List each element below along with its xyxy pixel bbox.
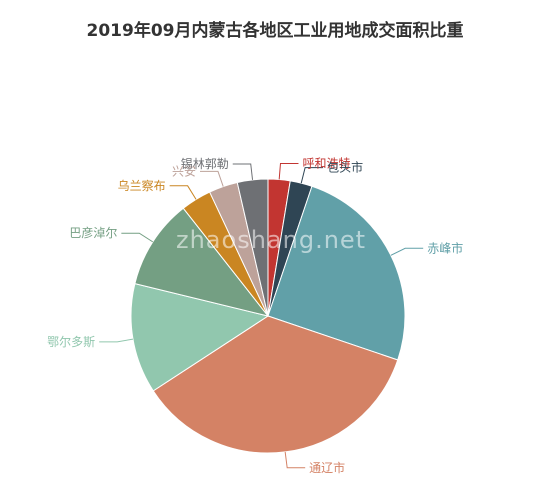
leader-line-slice-4 — [284, 451, 306, 469]
label-slice-2: 包头市 — [327, 160, 363, 175]
leader-line-slice-8 — [199, 170, 224, 187]
watermark: zhaoshang.net — [176, 226, 367, 254]
pie-slice-3[interactable] — [267, 185, 406, 361]
label-slice-5: 鄂尔多斯 — [47, 334, 95, 349]
label-slice-9: 锡林郭勒 — [181, 156, 229, 171]
label-slice-6: 巴彦淖尔 — [69, 225, 117, 240]
leader-line-slice-6 — [121, 232, 154, 243]
leader-line-slice-7 — [169, 185, 197, 200]
pie-slice-4[interactable] — [152, 315, 399, 454]
chart-title: 2019年09月内蒙古各地区工业用地成交面积比重 — [86, 21, 464, 41]
label-slice-7: 乌兰察布 — [118, 178, 166, 193]
label-slice-1: 呼和浩特 — [302, 156, 350, 171]
label-leader-lines — [99, 163, 424, 469]
label-slice-4: 通辽市 — [309, 460, 345, 475]
label-slice-3: 赤峰市 — [427, 240, 463, 255]
leader-line-slice-1 — [278, 163, 299, 180]
leader-line-slice-3 — [390, 247, 424, 256]
leader-line-slice-5 — [99, 338, 134, 343]
pie-slices — [130, 178, 406, 454]
leader-line-slice-9 — [232, 163, 254, 180]
label-slice-8: 兴安 — [172, 163, 196, 178]
leader-line-slice-2 — [300, 167, 324, 184]
